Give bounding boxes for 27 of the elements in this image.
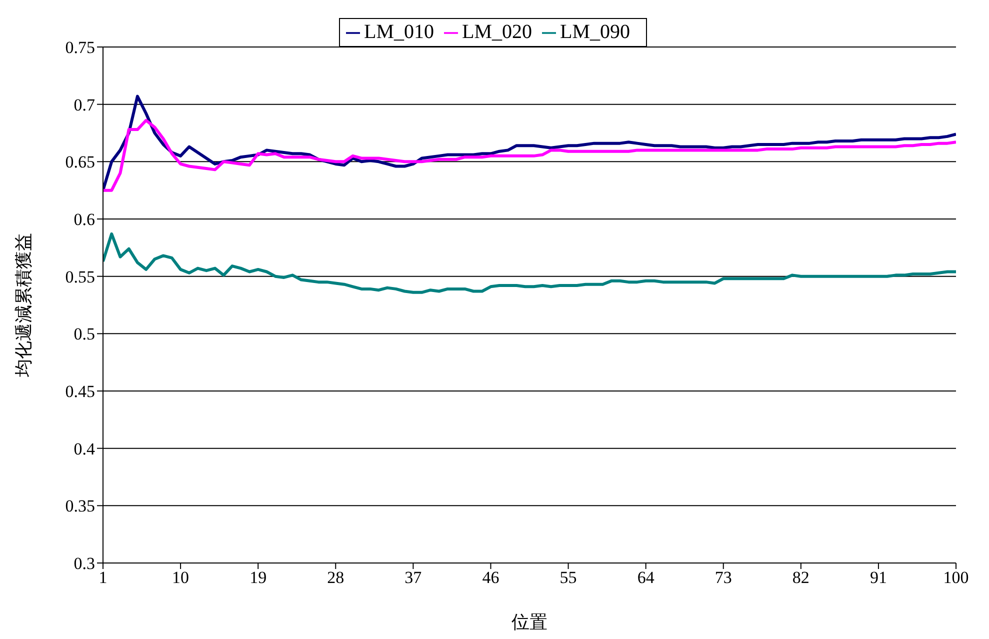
x-tick-label: 91 xyxy=(870,568,887,588)
legend-label: LM_020 xyxy=(462,21,532,43)
y-tick-label: 0.35 xyxy=(65,496,95,516)
x-tick-label: 46 xyxy=(482,568,500,588)
y-tick-label: 0.5 xyxy=(74,324,95,344)
legend-label: LM_010 xyxy=(364,21,434,43)
y-tick-label: 0.6 xyxy=(74,210,95,230)
y-axis-title: 均化遞減累積獲益 xyxy=(13,233,34,378)
x-tick-label: 55 xyxy=(560,568,577,588)
x-tick-label: 10 xyxy=(172,568,190,588)
x-tick-label: 100 xyxy=(943,568,969,588)
y-tick-label: 0.65 xyxy=(65,152,95,172)
y-tick-label: 0.7 xyxy=(74,95,96,114)
x-tick-label: 64 xyxy=(637,568,655,588)
y-tick-label: 0.75 xyxy=(65,38,95,58)
y-tick-label: 0.55 xyxy=(65,267,95,286)
y-tick-label: 0.45 xyxy=(65,382,95,402)
x-tick-label: 1 xyxy=(98,568,108,588)
x-axis-title: 位置 xyxy=(512,612,548,632)
x-tick-label: 73 xyxy=(714,568,732,588)
legend-label: LM_090 xyxy=(560,21,630,43)
y-tick-label: 0.4 xyxy=(74,439,96,458)
x-tick-label: 19 xyxy=(250,568,267,588)
x-tick-label: 82 xyxy=(792,568,810,588)
x-tick-label: 37 xyxy=(404,568,422,588)
y-tick-label: 0.3 xyxy=(74,554,95,574)
x-tick-label: 28 xyxy=(327,568,344,588)
